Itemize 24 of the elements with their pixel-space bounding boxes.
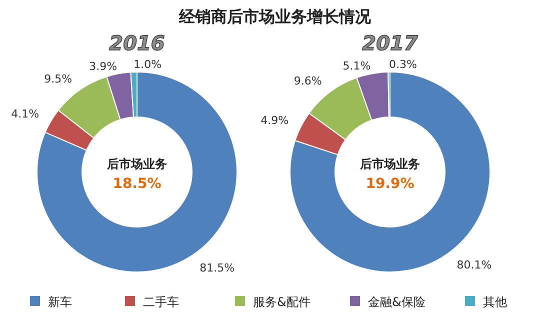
data-label: 5.1% bbox=[342, 60, 371, 73]
data-label: 1.0% bbox=[134, 58, 162, 72]
chart-title: 经销商后市场业务增长情况 bbox=[178, 7, 372, 26]
legend-label: 金融&保险 bbox=[368, 295, 426, 309]
legend-label: 其他 bbox=[483, 295, 507, 309]
donut-slice bbox=[290, 72, 490, 272]
text: 19.9% bbox=[366, 176, 414, 192]
data-label: 4.1% bbox=[11, 108, 40, 121]
donut-slice bbox=[36, 72, 238, 272]
data-label: 80.1% bbox=[456, 258, 492, 272]
data-label: 9.6% bbox=[294, 74, 322, 88]
legend-label: 服务&配件 bbox=[253, 295, 310, 309]
data-label: 3.9% bbox=[89, 60, 118, 73]
data-label: 0.3% bbox=[388, 58, 417, 72]
chart-subtitle: 2017 bbox=[362, 31, 418, 55]
legend-label: 二手车 bbox=[143, 295, 179, 309]
text: 后市场业务 bbox=[359, 157, 420, 171]
data-label: 4.9% bbox=[260, 114, 289, 127]
legend-label: 新车 bbox=[48, 295, 72, 309]
text: 18.5% bbox=[112, 176, 162, 192]
data-label: 9.5% bbox=[44, 72, 72, 86]
chart-subtitle: 2016 bbox=[109, 31, 165, 55]
data-label: 81.5% bbox=[200, 261, 235, 274]
text: 后市场业务 bbox=[106, 157, 167, 171]
